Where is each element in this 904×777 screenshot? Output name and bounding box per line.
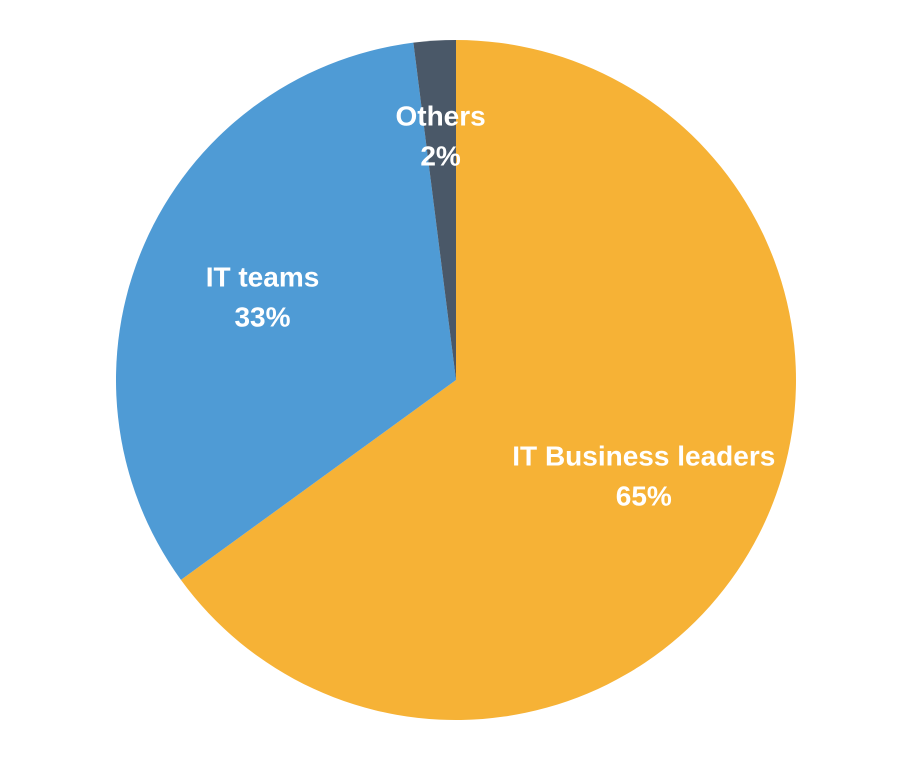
slice-label-it-business-leaders: IT Business leaders — [512, 441, 775, 472]
pie-slice-it-teams — [115, 42, 456, 580]
pie-labels: IT Business leaders 65% IT teams 33% Others 2… — [206, 101, 776, 512]
slice-value-it-business-leaders: 65% — [616, 481, 672, 512]
slice-value-others: 2% — [420, 141, 461, 172]
pie-slices — [115, 40, 796, 720]
slice-label-it-teams: IT teams — [206, 261, 320, 292]
slice-label-others: Others — [395, 101, 485, 132]
slice-value-it-teams: 33% — [234, 301, 290, 332]
pie-slice-others — [413, 40, 456, 380]
pie-slice-it-business-leaders — [180, 40, 796, 720]
